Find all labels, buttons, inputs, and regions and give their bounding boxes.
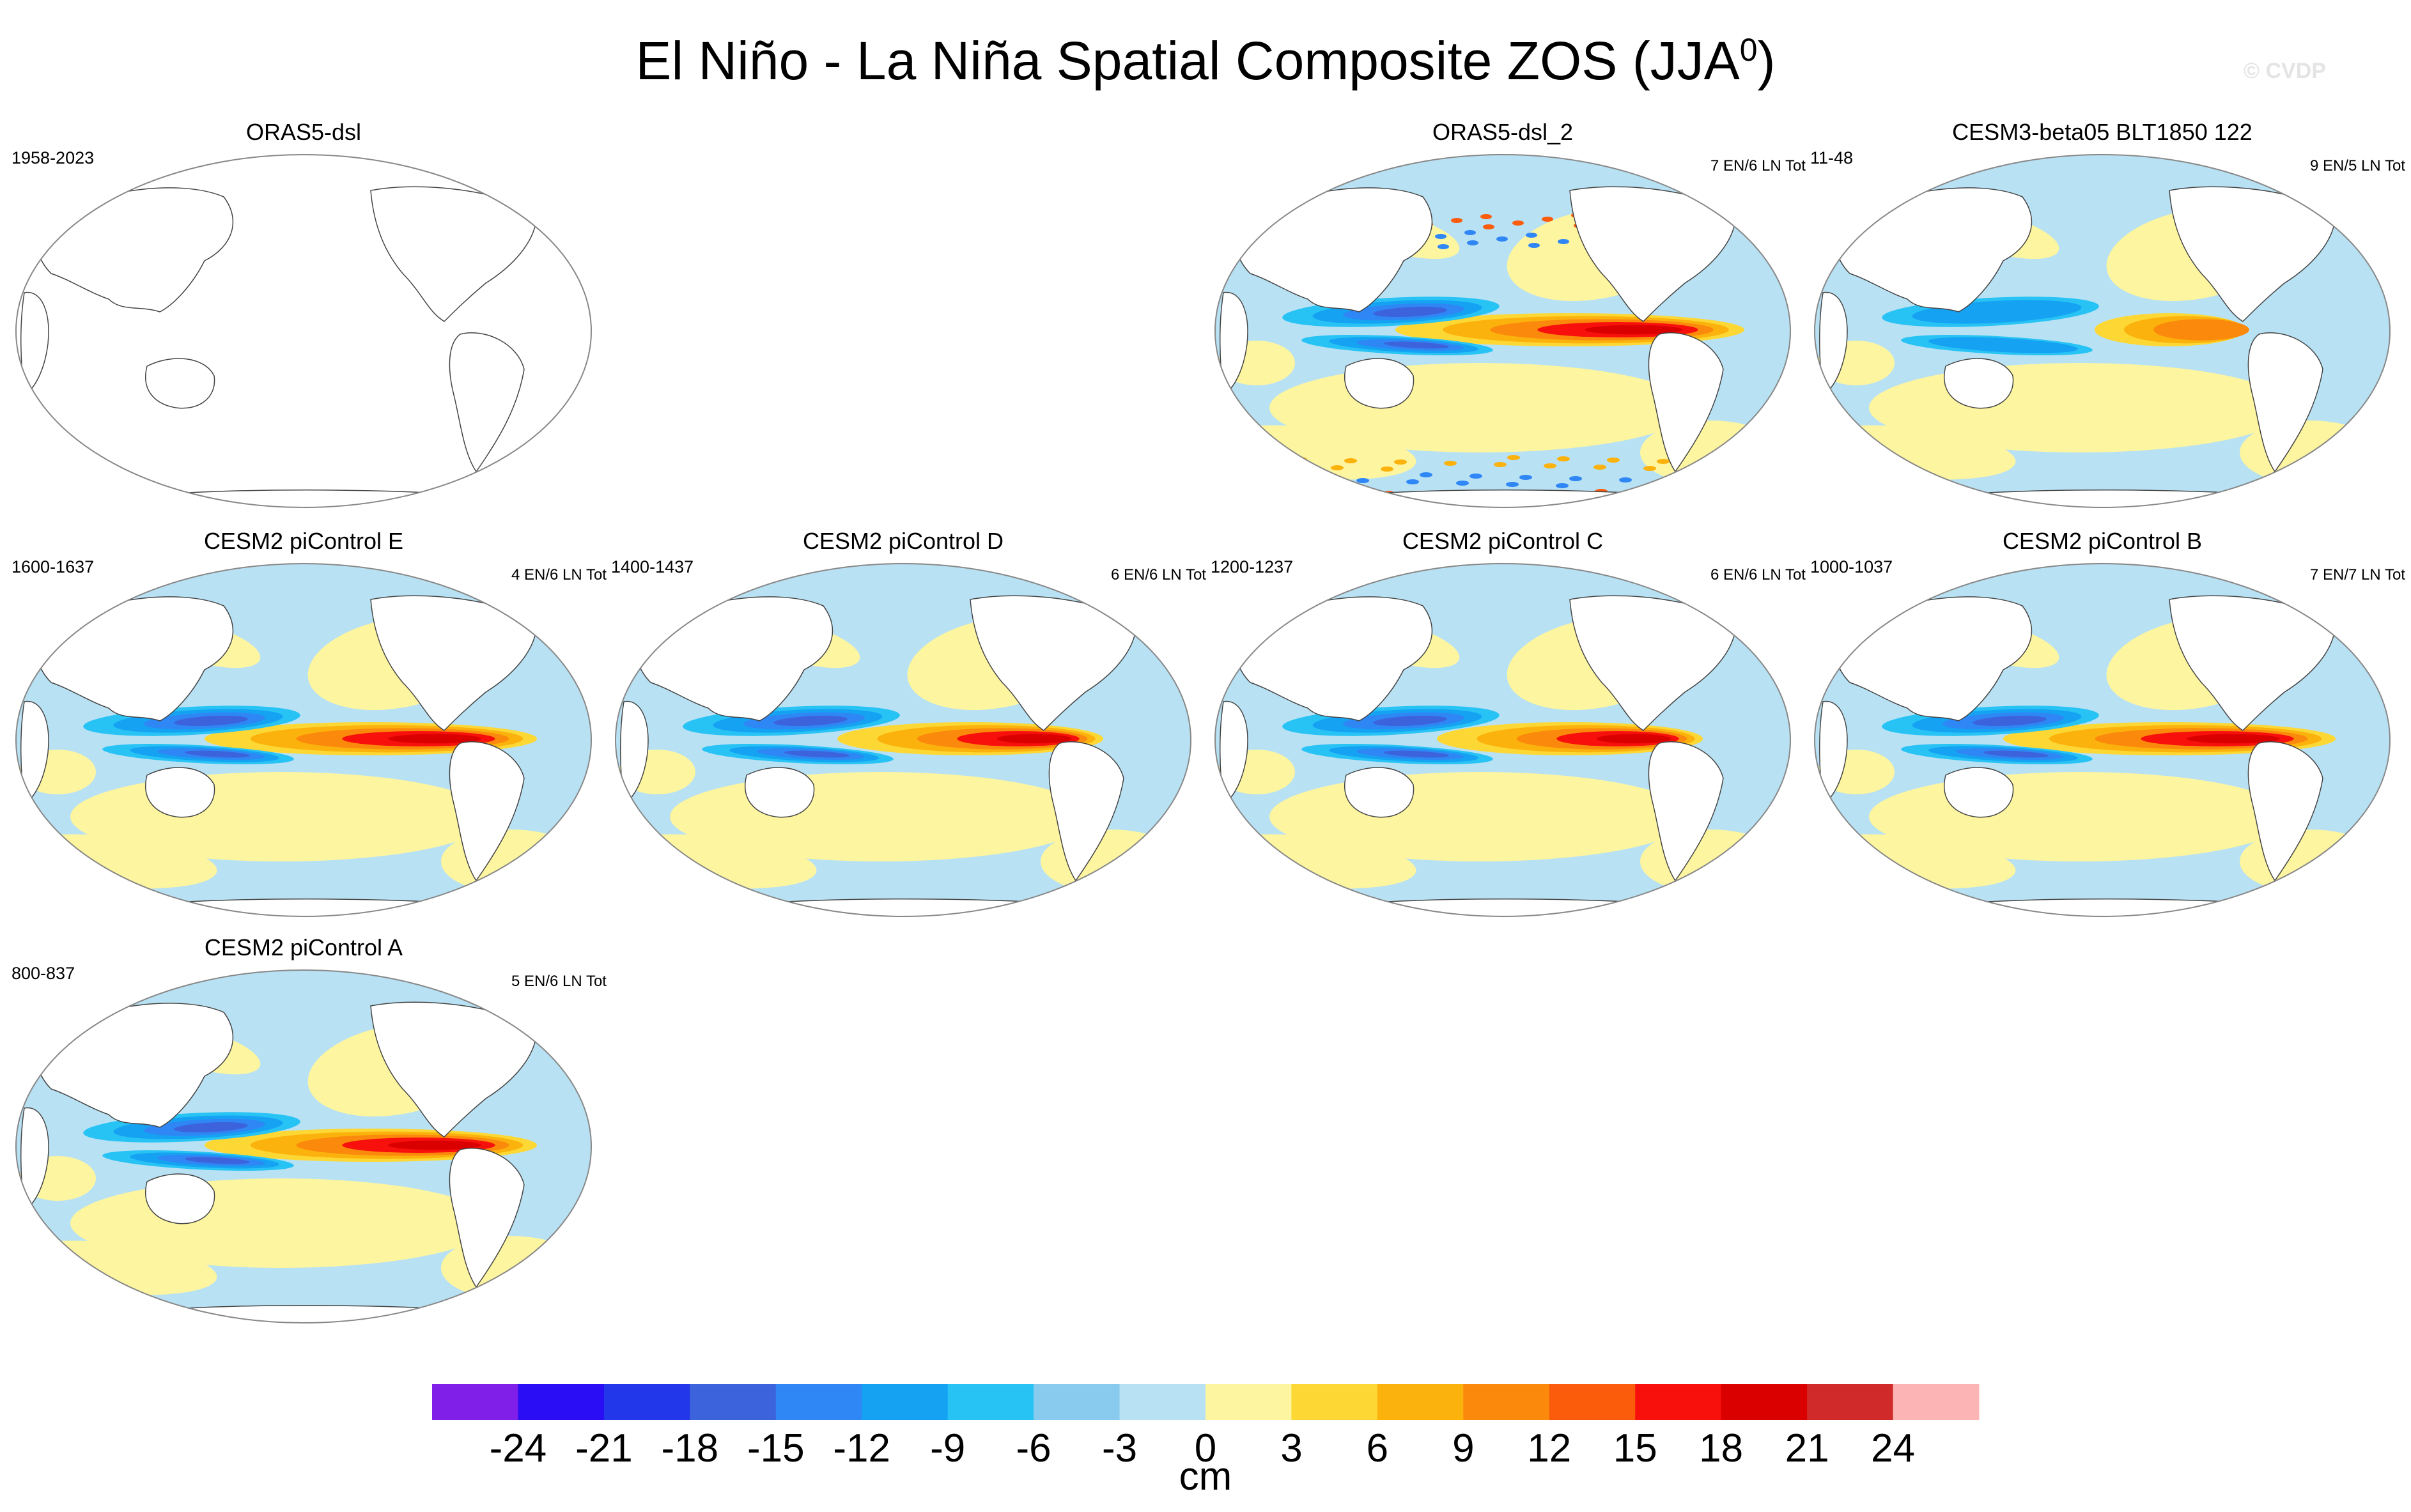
- colorbar-tick-label: -9: [930, 1426, 966, 1470]
- colorbar-tick-label: 3: [1280, 1426, 1303, 1470]
- colorbar-tick-label: 15: [1613, 1426, 1657, 1470]
- map-field: [1214, 563, 1791, 917]
- colorbar-tick-label: 6: [1366, 1426, 1389, 1470]
- panel-title: CESM2 piControl A: [204, 934, 403, 960]
- colorbar-units: cm: [1179, 1454, 1232, 1499]
- panel-title: CESM2 piControl D: [802, 528, 1004, 554]
- panel-title: ORAS5-dsl: [245, 119, 362, 145]
- panel-composite-count: 6 EN/6 LN Tot: [1111, 566, 1206, 583]
- colorbar-tick-label: -12: [833, 1426, 891, 1470]
- colorbar-tick-label: 12: [1527, 1426, 1572, 1470]
- colorbar-tick-label: 18: [1699, 1426, 1744, 1470]
- map-field: [1814, 563, 2391, 917]
- panel-period: 800-837: [12, 964, 75, 983]
- map-field: [15, 969, 592, 1323]
- panel-composite-count: 7 EN/7 LN Tot: [2310, 566, 2405, 583]
- panel-composite-count: 7 EN/6 LN Tot: [1710, 157, 1806, 174]
- map-field: [15, 563, 592, 917]
- colorbar-tick-label: -24: [489, 1426, 547, 1470]
- panel-title: CESM2 piControl B: [2002, 528, 2203, 554]
- map-field: [615, 563, 1191, 917]
- panel-composite-count: 9 EN/5 LN Tot: [2310, 157, 2405, 174]
- credit-watermark: © CVDP: [2244, 59, 2326, 83]
- colorbar-tick-label: -15: [747, 1426, 805, 1470]
- colorbar-tick-label: 9: [1452, 1426, 1475, 1470]
- colorbar-tick-label: -6: [1016, 1426, 1051, 1470]
- panel-period: 11-48: [1810, 148, 1854, 167]
- colorbar-tick-label: -18: [661, 1426, 719, 1470]
- panel-period: 1600-1637: [12, 557, 95, 576]
- panel-period: 1000-1037: [1810, 557, 1893, 576]
- panel-composite-count: 6 EN/6 LN Tot: [1710, 566, 1806, 583]
- panel-title: CESM3-beta05 BLT1850 122: [1952, 119, 2252, 145]
- panel-period: 1200-1237: [1211, 557, 1294, 576]
- colorbar-tick-label: -21: [575, 1426, 633, 1470]
- figure-title: El Niño - La Niña Spatial Composite ZOS …: [635, 31, 1776, 91]
- panel-period: 1958-2023: [12, 148, 95, 167]
- colorbar-tick-label: 24: [1871, 1426, 1916, 1470]
- colorbar-tick-label: -3: [1101, 1426, 1138, 1470]
- colorbar-tick-label: 0: [1194, 1426, 1217, 1470]
- panel-composite-count: 4 EN/6 LN Tot: [511, 566, 607, 583]
- map-field: [1214, 154, 1791, 508]
- colorbar-tick-label: 21: [1785, 1426, 1829, 1470]
- panel-period: 1400-1437: [611, 557, 694, 576]
- map-field: [1814, 154, 2391, 508]
- map-field: [15, 154, 592, 508]
- panel-title: CESM2 piControl C: [1402, 528, 1604, 554]
- panel-title: ORAS5-dsl_2: [1432, 119, 1574, 145]
- panel-title: CESM2 piControl E: [203, 528, 404, 554]
- panel-composite-count: 5 EN/6 LN Tot: [511, 973, 607, 990]
